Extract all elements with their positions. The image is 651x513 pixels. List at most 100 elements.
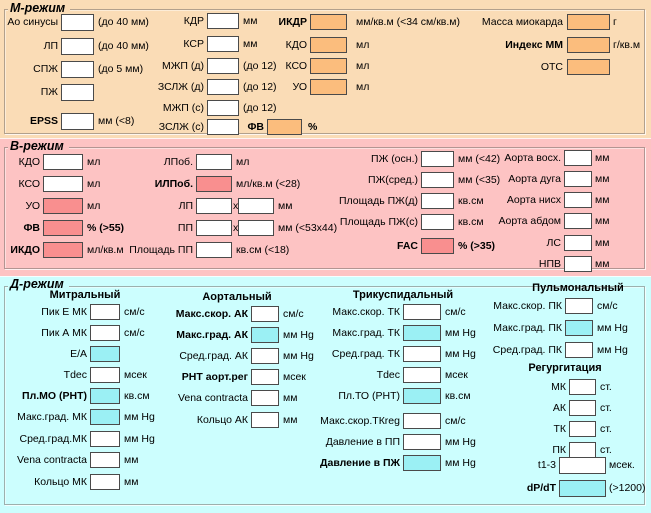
input-d-давление-в-пп[interactable] xyxy=(403,434,441,450)
input-d-пик-а-мк[interactable] xyxy=(90,325,120,341)
input-b-аорта-дуга[interactable] xyxy=(564,171,592,187)
input-b-аорта-нисх[interactable] xyxy=(564,192,592,208)
field-label: Аорта абдом xyxy=(498,215,561,227)
input-m-спж[interactable] xyxy=(61,61,94,78)
input-d-сред-град-мк[interactable] xyxy=(90,431,120,447)
input-b-нпв[interactable] xyxy=(564,256,592,272)
field-unit: мм Hg xyxy=(283,329,314,341)
input-d-e-a[interactable] xyxy=(90,346,120,362)
input-d-макс-скор-тк[interactable] xyxy=(403,304,441,320)
input-d-кольцо-мк[interactable] xyxy=(90,474,120,490)
input-d-пл-мо-pht[interactable] xyxy=(90,388,120,404)
input-b-аорта-абдом[interactable] xyxy=(564,213,592,229)
field-label: АК xyxy=(552,402,566,414)
input-m-зслж-с[interactable] xyxy=(207,119,239,135)
input-d-макс-скор-пк[interactable] xyxy=(565,298,593,314)
input-d-vena-contracta[interactable] xyxy=(251,390,279,406)
input-m-ксо[interactable] xyxy=(310,58,347,74)
field-label: Сред.град. ТК xyxy=(331,348,400,360)
input-d-давление-в-пж[interactable] xyxy=(403,455,441,471)
b-mode-panel xyxy=(0,138,651,276)
input-b-пж-сред[interactable] xyxy=(421,172,454,188)
input-b-пп[interactable] xyxy=(196,220,232,236)
input-m-кср[interactable] xyxy=(207,36,239,52)
input-d-макс-град-пк[interactable] xyxy=(565,320,593,336)
field-label: Масса миокарда xyxy=(481,16,563,28)
input-b-лп-2[interactable] xyxy=(238,198,274,214)
input-m-отс[interactable] xyxy=(567,59,610,75)
multiply-separator: x xyxy=(233,200,239,212)
input-d-сред-град-тк[interactable] xyxy=(403,346,441,362)
input-b-лс[interactable] xyxy=(564,235,592,251)
input-d-ак[interactable] xyxy=(569,400,596,416)
input-d-макс-скор-ак[interactable] xyxy=(251,306,279,322)
input-d-t1-3[interactable] xyxy=(559,457,606,474)
input-m-epss[interactable] xyxy=(61,113,94,130)
input-d-мк[interactable] xyxy=(569,379,596,395)
field-unit: мм xyxy=(595,194,610,206)
field-unit: мм Hg xyxy=(597,344,628,356)
input-m-уо[interactable] xyxy=(310,79,347,95)
input-m-икдр[interactable] xyxy=(310,14,347,30)
input-m-фв[interactable] xyxy=(267,119,302,135)
input-b-площадь-пж-д[interactable] xyxy=(421,193,454,209)
field-unit: % (>35) xyxy=(458,240,496,252)
input-d-макс-скор-ткreg[interactable] xyxy=(403,413,441,429)
input-d-пк[interactable] xyxy=(569,442,596,458)
field-label: Tdec xyxy=(63,369,87,381)
input-m-ао-синусы[interactable] xyxy=(61,14,94,31)
field-label: КДО xyxy=(285,39,307,51)
field-label: УО xyxy=(25,200,41,212)
field-label: МК xyxy=(551,381,566,393)
input-b-площадь-пж-с[interactable] xyxy=(421,214,454,230)
input-b-fac[interactable] xyxy=(421,238,454,254)
field-unit: ст. xyxy=(600,381,612,393)
field-label: МЖП (д) xyxy=(161,60,204,72)
input-d-сред-град-ак[interactable] xyxy=(251,348,279,364)
input-d-dp-dt[interactable] xyxy=(559,480,606,497)
input-d-пик-е-мк[interactable] xyxy=(90,304,120,320)
input-b-лпоб[interactable] xyxy=(196,154,232,170)
input-d-tdec[interactable] xyxy=(90,367,120,383)
input-m-мжп-с[interactable] xyxy=(207,100,239,116)
input-d-пл-то-pht[interactable] xyxy=(403,388,441,404)
input-b-уо[interactable] xyxy=(43,198,83,214)
input-b-площадь-пп[interactable] xyxy=(196,242,232,258)
input-m-кдо[interactable] xyxy=(310,37,347,53)
input-m-лп[interactable] xyxy=(61,38,94,55)
input-b-лп[interactable] xyxy=(196,198,232,214)
field-label: Макс.град. МК xyxy=(17,411,87,423)
field-unit: кв.см (<18) xyxy=(236,244,290,256)
input-d-макс-град-тк[interactable] xyxy=(403,325,441,341)
input-d-кольцо-ак[interactable] xyxy=(251,412,279,428)
field-label: Площадь ПЖ(д) xyxy=(339,195,418,207)
input-b-икдо[interactable] xyxy=(43,242,83,258)
field-unit: мм xyxy=(595,152,610,164)
input-d-тк[interactable] xyxy=(569,421,596,437)
input-m-зслж-д[interactable] xyxy=(207,79,239,95)
input-m-мжп-д[interactable] xyxy=(207,58,239,74)
field-unit: (до 12) xyxy=(243,81,277,93)
input-b-илпоб[interactable] xyxy=(196,176,232,192)
input-d-vena-contracta[interactable] xyxy=(90,452,120,468)
input-b-пж-осн[interactable] xyxy=(421,151,454,167)
b-mode-groupbox-border xyxy=(4,147,645,269)
field-label: МЖП (с) xyxy=(162,102,204,114)
field-label: Макс.скор. АК xyxy=(175,308,248,320)
input-d-сред-град-пк[interactable] xyxy=(565,342,593,358)
input-m-кдр[interactable] xyxy=(207,13,239,29)
input-m-масса-миокарда[interactable] xyxy=(567,14,610,30)
field-label: Макс.град. ПК xyxy=(493,322,562,334)
input-b-кдо[interactable] xyxy=(43,154,83,170)
field-label: Tdec xyxy=(376,369,400,381)
input-d-pht-аорт-рег[interactable] xyxy=(251,369,279,385)
input-m-пж[interactable] xyxy=(61,84,94,101)
input-b-аорта-восх[interactable] xyxy=(564,150,592,166)
input-d-tdec[interactable] xyxy=(403,367,441,383)
input-b-ксо[interactable] xyxy=(43,176,83,192)
input-b-пп-2[interactable] xyxy=(238,220,274,236)
input-d-макс-град-ак[interactable] xyxy=(251,327,279,343)
input-m-индекс-мм[interactable] xyxy=(567,37,610,53)
input-b-фв[interactable] xyxy=(43,220,83,236)
input-d-макс-град-мк[interactable] xyxy=(90,409,120,425)
